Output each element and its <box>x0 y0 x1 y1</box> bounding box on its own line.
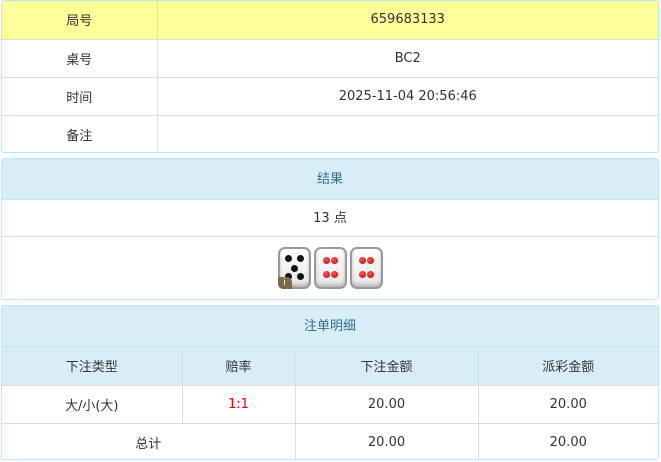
die-5-icon: i <box>277 247 311 289</box>
total-amount: 20.00 <box>294 422 479 459</box>
round-number-row: 局号 659683133 <box>2 1 658 40</box>
header-bet-amount: 下注金额 <box>294 347 479 386</box>
result-title: 结果 <box>2 159 658 200</box>
odds: 1:1 <box>181 384 296 424</box>
header-odds: 赔率 <box>181 347 296 386</box>
total-row: 总计 20.00 20.00 <box>2 422 658 459</box>
remark-label: 备注 <box>2 114 158 152</box>
table-row: 大/小(大) 1:1 20.00 20.00 <box>2 384 658 424</box>
pip <box>366 257 374 264</box>
pip <box>296 273 304 280</box>
bet-type: 大/小(大) <box>2 384 183 424</box>
total-label: 总计 <box>2 422 296 459</box>
die-4-icon <box>349 247 383 289</box>
bet-details-title: 注单明细 <box>2 306 658 347</box>
bet-details-panel: 注单明细 下注类型 赔率 下注金额 派彩金额 大/小(大) 1:1 20.00 … <box>1 305 659 460</box>
result-points: 13 点 <box>2 200 658 237</box>
pip <box>330 257 338 264</box>
pip <box>366 271 374 278</box>
header-bet-type: 下注类型 <box>2 347 183 386</box>
payout: 20.00 <box>477 384 658 424</box>
time-row: 时间 2025-11-04 20:56:46 <box>2 76 658 116</box>
dice-row: i <box>2 237 658 299</box>
round-number-label: 局号 <box>2 1 158 40</box>
pip <box>290 265 298 272</box>
pip <box>284 255 292 262</box>
remark-value <box>156 114 658 152</box>
round-info-panel: 局号 659683133 桌号 BC2 时间 2025-11-04 20:56:46 … <box>1 0 659 153</box>
pip <box>358 271 366 278</box>
total-payout: 20.00 <box>477 422 658 459</box>
round-number-value: 659683133 <box>156 1 658 40</box>
header-payout: 派彩金额 <box>477 347 658 386</box>
table-number-value: BC2 <box>156 38 658 78</box>
die-4-icon <box>313 247 347 289</box>
bet-header-row: 下注类型 赔率 下注金额 派彩金额 <box>2 347 658 386</box>
pip <box>330 271 338 278</box>
pip <box>322 271 330 278</box>
info-icon[interactable]: i <box>277 277 292 289</box>
pip <box>296 255 304 262</box>
pip <box>322 257 330 264</box>
time-value: 2025-11-04 20:56:46 <box>156 76 658 116</box>
pip <box>284 273 292 280</box>
bet-amount: 20.00 <box>294 384 479 424</box>
pip <box>358 257 366 264</box>
table-number-row: 桌号 BC2 <box>2 38 658 78</box>
remark-row: 备注 <box>2 114 658 152</box>
result-panel: 结果 13 点 i <box>1 158 659 300</box>
time-label: 时间 <box>2 76 158 116</box>
table-number-label: 桌号 <box>2 38 158 78</box>
